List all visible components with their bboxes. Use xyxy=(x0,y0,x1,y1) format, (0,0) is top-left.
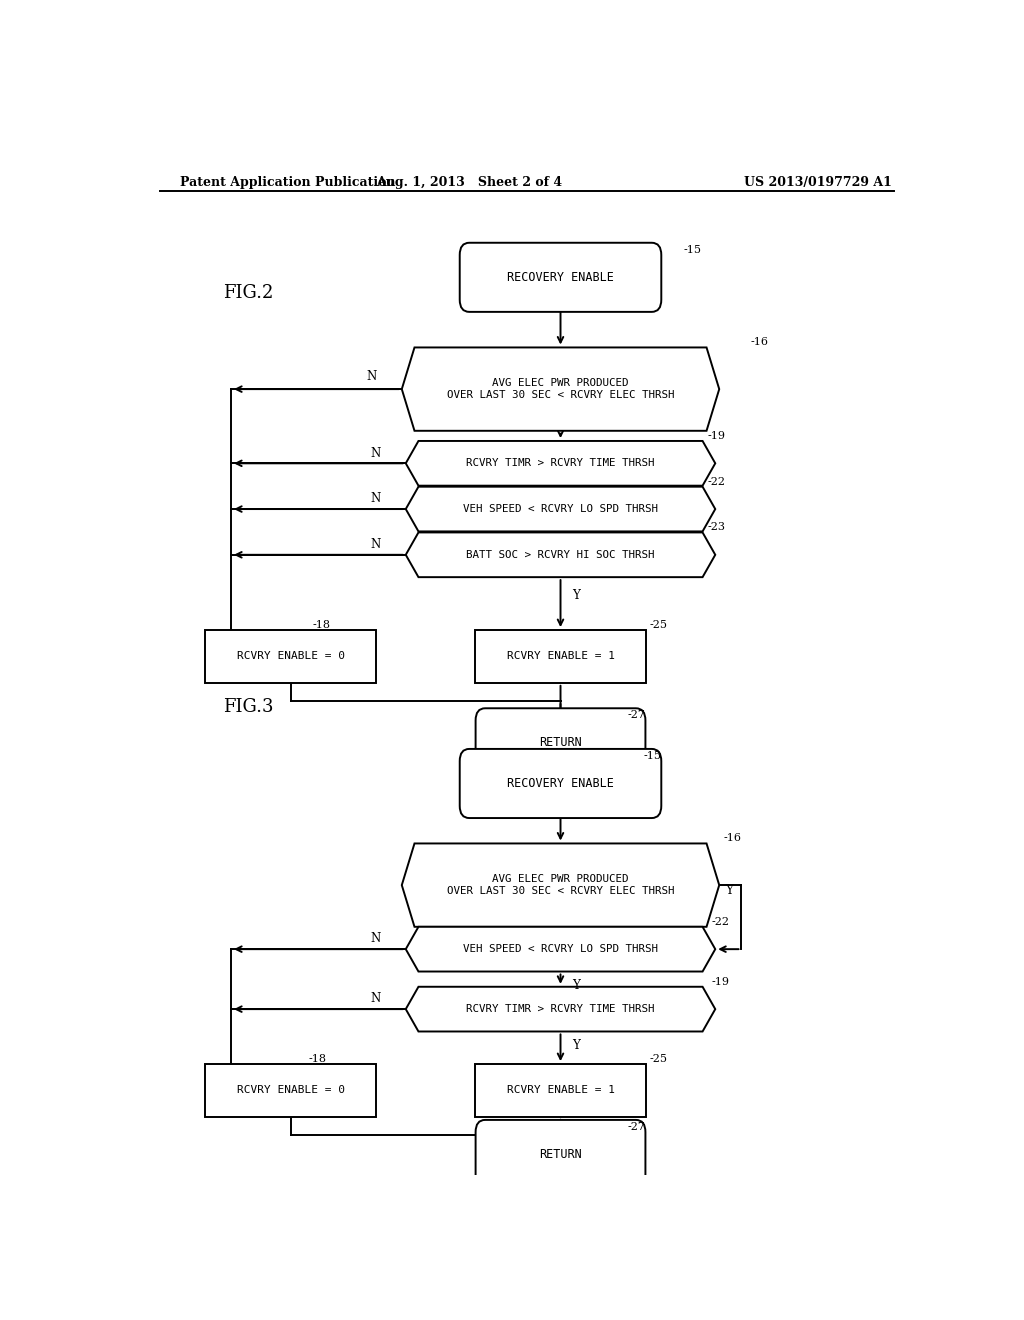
Polygon shape xyxy=(406,487,715,532)
Bar xyxy=(206,630,376,682)
Text: RETURN: RETURN xyxy=(540,737,582,750)
Text: Aug. 1, 2013   Sheet 2 of 4: Aug. 1, 2013 Sheet 2 of 4 xyxy=(376,176,562,189)
Text: -18: -18 xyxy=(312,620,331,630)
Text: Y: Y xyxy=(572,589,581,602)
Polygon shape xyxy=(406,987,715,1031)
Text: Patent Application Publication: Patent Application Publication xyxy=(179,176,395,189)
Text: FIG.3: FIG.3 xyxy=(223,698,273,717)
Bar xyxy=(206,1064,376,1117)
Text: Y: Y xyxy=(725,883,733,896)
Text: N: N xyxy=(371,539,381,552)
Text: VEH SPEED < RCVRY LO SPD THRSH: VEH SPEED < RCVRY LO SPD THRSH xyxy=(463,944,658,954)
FancyBboxPatch shape xyxy=(475,709,645,777)
Polygon shape xyxy=(406,441,715,486)
Text: -18: -18 xyxy=(308,1053,327,1064)
Text: N: N xyxy=(371,993,381,1006)
Text: -22: -22 xyxy=(708,477,725,487)
Text: -25: -25 xyxy=(650,620,668,630)
Text: RCVRY TIMR > RCVRY TIME THRSH: RCVRY TIMR > RCVRY TIME THRSH xyxy=(466,1005,654,1014)
Text: -23: -23 xyxy=(708,523,725,532)
Text: RCVRY ENABLE = 1: RCVRY ENABLE = 1 xyxy=(507,652,614,661)
Text: RECOVERY ENABLE: RECOVERY ENABLE xyxy=(507,271,614,284)
Polygon shape xyxy=(406,927,715,972)
Text: RETURN: RETURN xyxy=(540,1148,582,1162)
Text: RCVRY ENABLE = 0: RCVRY ENABLE = 0 xyxy=(237,1085,345,1096)
Text: BATT SOC > RCVRY HI SOC THRSH: BATT SOC > RCVRY HI SOC THRSH xyxy=(466,550,654,560)
Text: N: N xyxy=(371,932,381,945)
Text: N: N xyxy=(367,371,377,383)
FancyBboxPatch shape xyxy=(475,1119,645,1189)
Text: N: N xyxy=(371,492,381,506)
Text: Y: Y xyxy=(572,979,581,993)
Text: AVG ELEC PWR PRODUCED
OVER LAST 30 SEC < RCVRY ELEC THRSH: AVG ELEC PWR PRODUCED OVER LAST 30 SEC <… xyxy=(446,874,674,896)
Polygon shape xyxy=(406,532,715,577)
Text: -22: -22 xyxy=(712,917,729,927)
Text: US 2013/0197729 A1: US 2013/0197729 A1 xyxy=(744,176,892,189)
Text: RCVRY TIMR > RCVRY TIME THRSH: RCVRY TIMR > RCVRY TIME THRSH xyxy=(466,458,654,469)
Text: -25: -25 xyxy=(650,1053,668,1064)
Text: Y: Y xyxy=(572,1039,581,1052)
Text: -16: -16 xyxy=(751,338,769,347)
Text: RECOVERY ENABLE: RECOVERY ENABLE xyxy=(507,777,614,789)
Polygon shape xyxy=(401,347,719,430)
FancyBboxPatch shape xyxy=(460,748,662,818)
Bar xyxy=(475,1064,646,1117)
Text: -16: -16 xyxy=(723,833,741,843)
Text: -19: -19 xyxy=(712,977,729,987)
Text: -19: -19 xyxy=(708,430,725,441)
Text: AVG ELEC PWR PRODUCED
OVER LAST 30 SEC < RCVRY ELEC THRSH: AVG ELEC PWR PRODUCED OVER LAST 30 SEC <… xyxy=(446,379,674,400)
Text: -27: -27 xyxy=(628,1122,646,1133)
Text: FIG.2: FIG.2 xyxy=(223,284,273,301)
Text: -27: -27 xyxy=(628,710,646,721)
Text: N: N xyxy=(371,446,381,459)
Text: -15: -15 xyxy=(684,246,701,255)
Bar xyxy=(475,630,646,682)
Polygon shape xyxy=(401,843,719,927)
Text: RCVRY ENABLE = 1: RCVRY ENABLE = 1 xyxy=(507,1085,614,1096)
Text: -15: -15 xyxy=(644,751,662,762)
FancyBboxPatch shape xyxy=(460,243,662,312)
Text: VEH SPEED < RCVRY LO SPD THRSH: VEH SPEED < RCVRY LO SPD THRSH xyxy=(463,504,658,513)
Text: RCVRY ENABLE = 0: RCVRY ENABLE = 0 xyxy=(237,652,345,661)
